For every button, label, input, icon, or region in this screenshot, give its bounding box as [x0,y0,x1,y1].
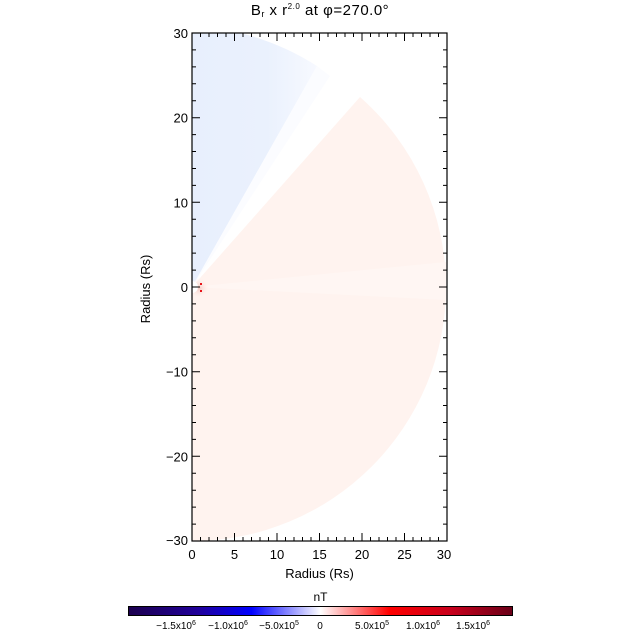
svg-text:0: 0 [181,280,188,295]
svg-text:30: 30 [437,547,451,562]
colorbar-label: −1.5x106 [156,620,196,632]
colorbar-label: −5.0x105 [259,620,299,632]
svg-text:10: 10 [270,547,284,562]
svg-text:30: 30 [174,26,188,41]
svg-text:10: 10 [174,195,188,210]
svg-text:15: 15 [312,547,326,562]
colorbar-label: 1.5x106 [456,620,490,632]
x-axis-label: Radius (Rs) [285,566,354,581]
svg-text:20: 20 [355,547,369,562]
colorbar-title: nT [313,590,328,604]
x-ticks [191,33,448,541]
x-tick-labels: 0 5 10 15 20 25 30 [188,547,451,562]
svg-text:−30: −30 [166,533,188,548]
y-axis-label: Radius (Rs) [138,255,153,324]
svg-text:20: 20 [174,111,188,126]
svg-text:−10: −10 [166,365,188,380]
positive-sector [192,97,446,541]
current-sheet-fade [192,66,330,287]
chart-title: Br x r2.0 at φ=270.0° [250,2,390,19]
equatorial-band [192,262,446,300]
svg-text:0: 0 [188,547,195,562]
colorbar-label: 5.0x105 [355,620,389,632]
spot-north [200,283,202,285]
y-ticks [192,32,447,542]
svg-text:−20: −20 [166,449,188,464]
svg-text:25: 25 [397,547,411,562]
colorbar-label: 0 [317,621,323,632]
colorbar-label: 1.0x106 [406,620,440,632]
colorbar-label: −1.0x106 [208,620,248,632]
heatmap [192,33,446,541]
spot-south [200,290,202,292]
negative-sector [192,33,317,287]
y-tick-labels: 30 20 10 0 −10 −20 −30 [166,26,188,548]
svg-text:5: 5 [231,547,238,562]
colorbar [128,606,513,616]
